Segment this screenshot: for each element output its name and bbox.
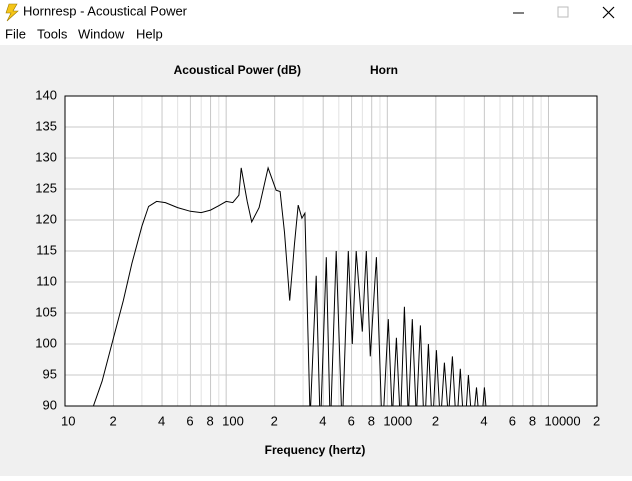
y-tick-label: 105: [35, 304, 57, 319]
y-tick-label: 135: [35, 118, 57, 133]
x-axis-label: Frequency (hertz): [265, 443, 366, 457]
y-tick-label: 95: [43, 366, 57, 381]
x-tick-label: 4: [480, 413, 487, 428]
title-bar: [0, 0, 632, 45]
x-tick-label: 1000: [383, 413, 412, 428]
y-tick-label: 130: [35, 149, 57, 164]
close-button[interactable]: [602, 6, 615, 19]
menu-item[interactable]: File: [5, 26, 26, 41]
y-tick-label: 120: [35, 211, 57, 226]
y-tick-label: 115: [36, 242, 57, 257]
y-tick-label: 140: [35, 87, 57, 102]
x-tick-label: 8: [529, 413, 536, 428]
menu-item[interactable]: Tools: [37, 26, 68, 41]
window-title: Hornresp - Acoustical Power: [23, 3, 188, 18]
menu-item[interactable]: Help: [136, 26, 163, 41]
plot: [92, 166, 487, 406]
x-tick-label: 6: [348, 413, 355, 428]
x-tick-label: 2: [432, 413, 439, 428]
app-icon: [5, 3, 19, 22]
x-tick-label: 4: [319, 413, 326, 428]
menu-bar: File Tools Window Help: [5, 26, 163, 41]
power-curve: [92, 166, 487, 406]
menu-item[interactable]: Window: [78, 26, 125, 41]
curve-label: Horn: [370, 63, 398, 77]
y-tick-label: 100: [35, 335, 57, 350]
maximize-button[interactable]: [557, 6, 569, 18]
x-tick-label: 6: [509, 413, 516, 428]
x-tick-label: 10: [61, 413, 75, 428]
x-tick-label: 10000: [544, 413, 580, 428]
x-tick-label: 2: [271, 413, 278, 428]
x-tick-label: 2: [110, 413, 117, 428]
y-tick-label: 110: [36, 273, 57, 288]
x-tick-label: 100: [222, 413, 244, 428]
x-tick-label: 4: [158, 413, 165, 428]
x-tick-label: 8: [207, 413, 214, 428]
x-tick-label: 6: [186, 413, 193, 428]
x-tick-label: 2: [593, 413, 600, 428]
y-tick-label: 125: [35, 180, 57, 195]
y-tick-label: 90: [43, 397, 57, 412]
plot-frame: [64, 95, 598, 407]
chart-title: Acoustical Power (dB): [174, 63, 301, 77]
x-tick-label: 8: [368, 413, 375, 428]
